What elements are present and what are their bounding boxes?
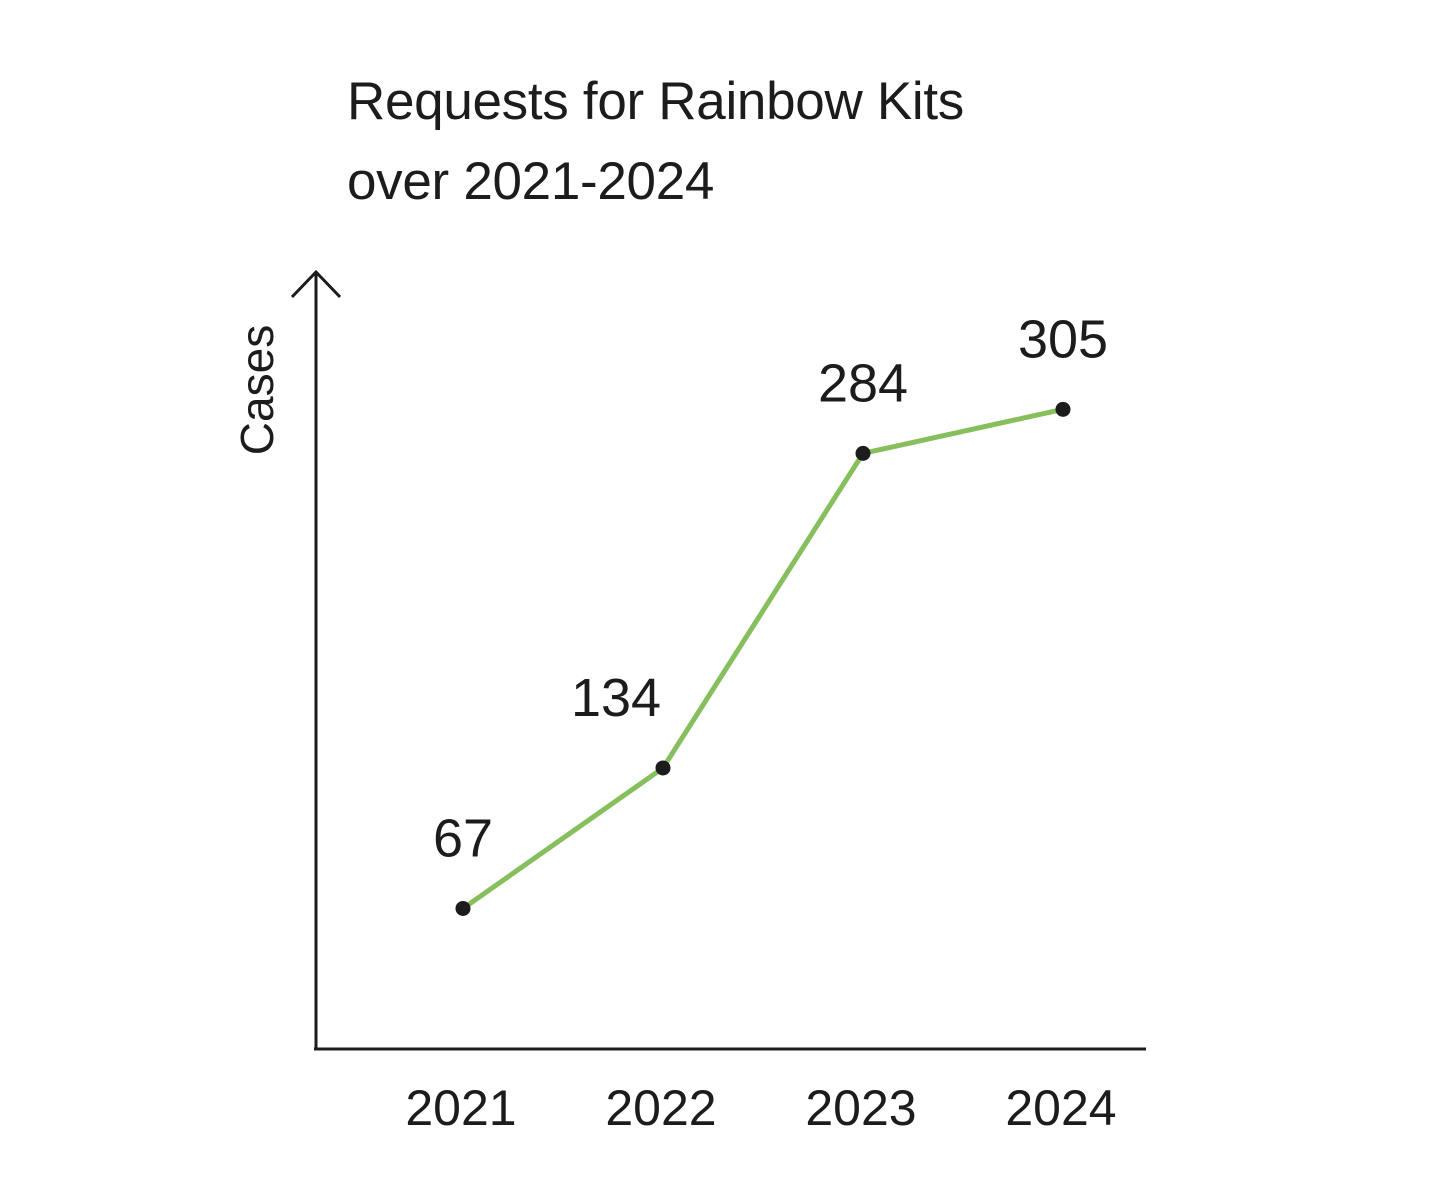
x-tick-label-2022: 2022 [605, 1080, 716, 1136]
data-point-2023 [855, 445, 871, 461]
y-axis-label: Cases [231, 325, 283, 455]
labels-layer: 67 134 284 305 2021 2022 2023 2024 [405, 309, 1116, 1136]
data-label-2021: 67 [433, 808, 493, 868]
data-point-2022 [655, 760, 671, 776]
y-axis-arrowhead [290, 269, 342, 299]
series-layer [455, 401, 1071, 916]
series-line [460, 406, 1066, 911]
data-point-2024 [1055, 401, 1071, 417]
x-tick-label-2023: 2023 [805, 1080, 916, 1136]
axes: Cases [231, 269, 1146, 1051]
chart-title-line-2: over 2021-2024 [347, 152, 715, 211]
chart-title: Requests for Rainbow Kits over 2021-2024 [347, 62, 1107, 222]
data-label-2024: 305 [1018, 309, 1108, 369]
data-label-2022: 134 [571, 668, 661, 728]
data-label-2023: 284 [818, 353, 908, 413]
x-tick-label-2021: 2021 [405, 1080, 516, 1136]
chart-title-line-1: Requests for Rainbow Kits [347, 72, 965, 131]
x-tick-label-2024: 2024 [1005, 1080, 1116, 1136]
data-point-2021 [455, 900, 471, 916]
